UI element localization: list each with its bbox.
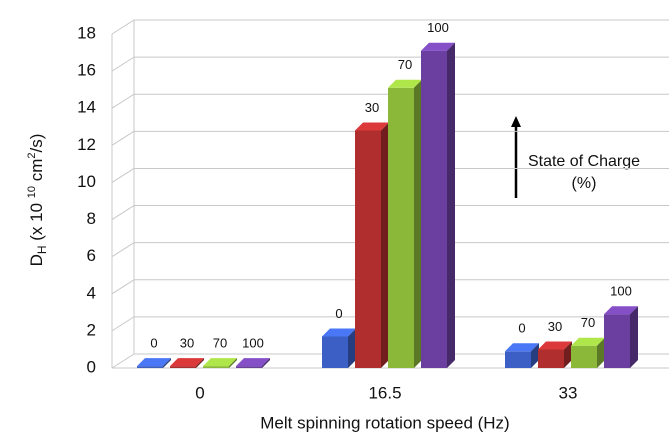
bar-top [170, 358, 204, 367]
bar-side [381, 122, 389, 368]
bar-front [355, 130, 381, 368]
value-label: 100 [610, 284, 632, 299]
y-label-part: D [27, 254, 46, 266]
annotation: (%) [572, 175, 597, 192]
bar-top [571, 337, 605, 346]
value-label: 100 [427, 20, 449, 35]
x-tick-label: 0 [195, 383, 204, 402]
y-tick-label: 2 [87, 320, 96, 339]
y-tick-label: 8 [87, 209, 96, 228]
y-label-part: H [35, 245, 49, 254]
y-label-part: 10 [26, 186, 38, 198]
bar-front [322, 336, 348, 368]
bar [170, 358, 204, 368]
bar [505, 343, 539, 368]
bar [355, 122, 389, 368]
bar-top [236, 358, 270, 367]
bar-front [571, 345, 597, 368]
annotation: State of Charge [528, 153, 640, 170]
bar-front [604, 314, 630, 368]
bar-front [505, 351, 531, 368]
value-label: 30 [180, 336, 194, 351]
bar-side [229, 358, 237, 368]
bar-side [163, 358, 171, 368]
y-label-part: /s) [27, 134, 46, 153]
bar [388, 79, 422, 369]
bar-top [322, 328, 356, 337]
bar-top [203, 358, 237, 367]
grid-line [111, 93, 135, 109]
x-axis-label: Melt spinning rotation speed (Hz) [260, 413, 509, 432]
grid-line [111, 353, 135, 369]
grid-line [111, 168, 135, 183]
bar-front [421, 50, 447, 368]
grid-line [111, 242, 135, 258]
bar-front [203, 366, 229, 368]
y-label-part: 2 [26, 152, 38, 158]
y-tick-label: 10 [77, 172, 96, 191]
bar-side [447, 42, 455, 368]
grid-line [111, 56, 135, 72]
bar-top [421, 42, 455, 51]
value-label: 30 [548, 319, 562, 334]
grid-line [111, 130, 135, 146]
bar-top [388, 79, 422, 88]
value-label: 70 [213, 336, 227, 351]
y-axis-label: DH (x 10 10 cm2/s) [26, 134, 49, 267]
bar-side [531, 343, 539, 368]
value-label: 0 [518, 321, 525, 336]
y-label-part: (x 10 [27, 198, 46, 245]
annotation-arrowhead [511, 116, 521, 127]
y-label-part: cm [27, 159, 46, 186]
grid-line [111, 19, 135, 35]
value-label: 0 [150, 336, 157, 351]
value-label: 0 [335, 306, 342, 321]
bar-side [348, 328, 356, 368]
bar-front [388, 87, 414, 369]
y-tick-label: 6 [87, 246, 96, 265]
y-tick-label: 14 [77, 98, 96, 117]
bar-front [538, 349, 564, 368]
y-tick-label: 0 [87, 357, 96, 376]
bar-side [564, 341, 572, 368]
bar-top [355, 122, 389, 131]
bar-front [137, 366, 163, 368]
bar [571, 337, 605, 368]
y-tick-label: 4 [87, 283, 96, 302]
y-tick-label: 18 [77, 23, 96, 42]
bar-side [414, 79, 422, 369]
grid-line [111, 316, 135, 332]
bar [137, 358, 171, 368]
bar-side [630, 306, 638, 368]
bar-front [170, 366, 196, 368]
bar [421, 42, 455, 368]
bar-side [262, 358, 270, 368]
y-tick-label: 16 [77, 61, 96, 80]
y-tick-label: 12 [77, 135, 96, 154]
bar-top [604, 306, 638, 315]
bar [236, 358, 270, 368]
x-tick-label: 16.5 [368, 383, 401, 402]
value-label: 70 [398, 57, 412, 72]
grid-line [111, 279, 135, 295]
bar-top [137, 358, 171, 367]
bar [322, 328, 356, 368]
bar-top [505, 343, 539, 352]
x-tick-label: 33 [559, 383, 578, 402]
bar-side [196, 358, 204, 368]
value-label: 30 [365, 100, 379, 115]
bar-side [597, 337, 605, 368]
value-label: 100 [242, 336, 264, 351]
bar [604, 306, 638, 368]
value-label: 70 [581, 315, 595, 330]
bar-top [538, 341, 572, 350]
bar-front [236, 366, 262, 368]
bar [538, 341, 572, 368]
bar [203, 358, 237, 368]
grid-line [111, 205, 135, 220]
